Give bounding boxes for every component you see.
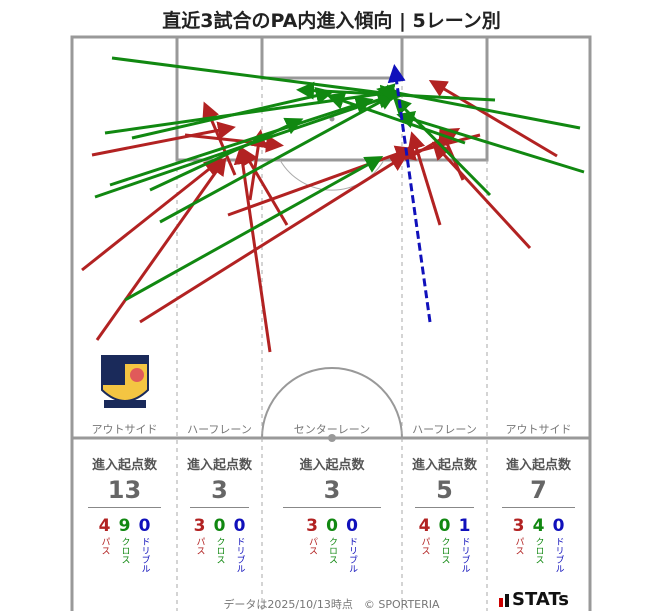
breakdown-value: 4: [532, 516, 545, 536]
brand-mark: [499, 594, 509, 607]
stat-total: 3: [323, 476, 341, 504]
breakdown-value: 9: [118, 516, 131, 536]
stat-total: 3: [211, 476, 228, 504]
lane-name: アウトサイド: [91, 423, 158, 436]
breakdown-item: 0 ドリブル: [232, 515, 248, 573]
breakdown-item: 3 パス: [304, 515, 320, 573]
stat-underline: [189, 507, 250, 508]
breakdown-label: パス: [419, 537, 430, 555]
center-spot: [328, 434, 336, 442]
stat-total: 13: [107, 476, 142, 504]
breakdown-value: 0: [346, 516, 358, 536]
brand: STATs: [512, 589, 569, 610]
breakdown-value: 3: [512, 516, 525, 536]
breakdown-label: クロス: [439, 537, 450, 564]
stat-total: 7: [530, 476, 547, 504]
arcs: [261, 159, 403, 439]
stat-underline: [283, 507, 381, 508]
breakdown-value: 4: [418, 516, 431, 536]
breakdown-value: 4: [98, 516, 111, 536]
breakdown: 3 パス 0 クロス 0 ドリブル: [177, 515, 262, 573]
breakdown: 3 パス 0 クロス 0 ドリブル: [262, 515, 402, 573]
stat-label: 進入起点数: [186, 458, 252, 473]
breakdown-label: パス: [194, 537, 205, 555]
breakdown-label: ドリブル: [139, 537, 150, 573]
breakdown-item: 3 パス: [192, 515, 208, 573]
breakdown-label: ドリブル: [459, 537, 470, 573]
stat-label: 進入起点数: [411, 458, 477, 473]
stat-label: 進入起点数: [91, 458, 157, 473]
cross-arrows: [94, 56, 585, 302]
breakdown-item: 0 ドリブル: [137, 515, 153, 573]
breakdown-item: 0 クロス: [437, 515, 453, 573]
breakdown-item: 9 クロス: [117, 515, 133, 573]
breakdown-label: パス: [307, 537, 317, 555]
breakdown-item: 4 パス: [417, 515, 433, 573]
stat-underline: [502, 507, 575, 508]
breakdown-value: 3: [306, 516, 318, 536]
footer: データは2025/10/13時点 © SPORTERIA: [223, 598, 440, 611]
lane-name: アウトサイド: [505, 423, 572, 436]
breakdown-value: 0: [438, 516, 451, 536]
breakdown-label: クロス: [327, 537, 337, 564]
breakdown-value: 0: [138, 516, 151, 536]
stat-underline: [414, 507, 475, 508]
lane-name: センターレーン: [293, 423, 371, 436]
stat-label: 進入起点数: [299, 458, 365, 473]
breakdown-value: 0: [326, 516, 338, 536]
breakdown-value: 1: [458, 516, 471, 536]
breakdown-label: パス: [99, 537, 110, 555]
breakdown-label: クロス: [533, 537, 544, 564]
breakdown-item: 1 ドリブル: [457, 515, 473, 573]
breakdown-value: 3: [193, 516, 206, 536]
breakdown-value: 0: [552, 516, 565, 536]
breakdown-label: クロス: [119, 537, 130, 564]
lane-name: ハーフレーン: [187, 423, 252, 436]
dribble-arrow: [387, 64, 432, 323]
breakdown-item: 0 クロス: [324, 515, 340, 573]
stat-underline: [87, 507, 162, 508]
breakdown-item: 4 パス: [97, 515, 113, 573]
breakdown-label: パス: [513, 537, 524, 555]
breakdown-item: 4 クロス: [531, 515, 547, 573]
lane-name: ハーフレーン: [412, 423, 477, 436]
breakdown: 4 パス 9 クロス 0 ドリブル: [72, 515, 177, 573]
stat-label: 進入起点数: [505, 458, 571, 473]
breakdown-label: ドリブル: [347, 537, 357, 573]
breakdown: 4 パス 0 クロス 1 ドリブル: [402, 515, 487, 573]
breakdown-item: 0 ドリブル: [344, 515, 360, 573]
breakdown-value: 0: [233, 516, 246, 536]
breakdown-item: 0 ドリブル: [551, 515, 567, 573]
breakdown-label: クロス: [214, 537, 225, 564]
breakdown-value: 0: [213, 516, 226, 536]
breakdown-item: 3 パス: [511, 515, 527, 573]
breakdown-label: ドリブル: [553, 537, 564, 573]
title: 直近3試合のPA内進入傾向 | 5レーン別: [162, 10, 501, 32]
stat-total: 5: [436, 476, 453, 504]
breakdown: 3 パス 4 クロス 0 ドリブル: [487, 515, 590, 573]
club-logo: [101, 355, 149, 408]
breakdown-label: ドリブル: [234, 537, 245, 573]
breakdown-item: 0 クロス: [212, 515, 228, 573]
